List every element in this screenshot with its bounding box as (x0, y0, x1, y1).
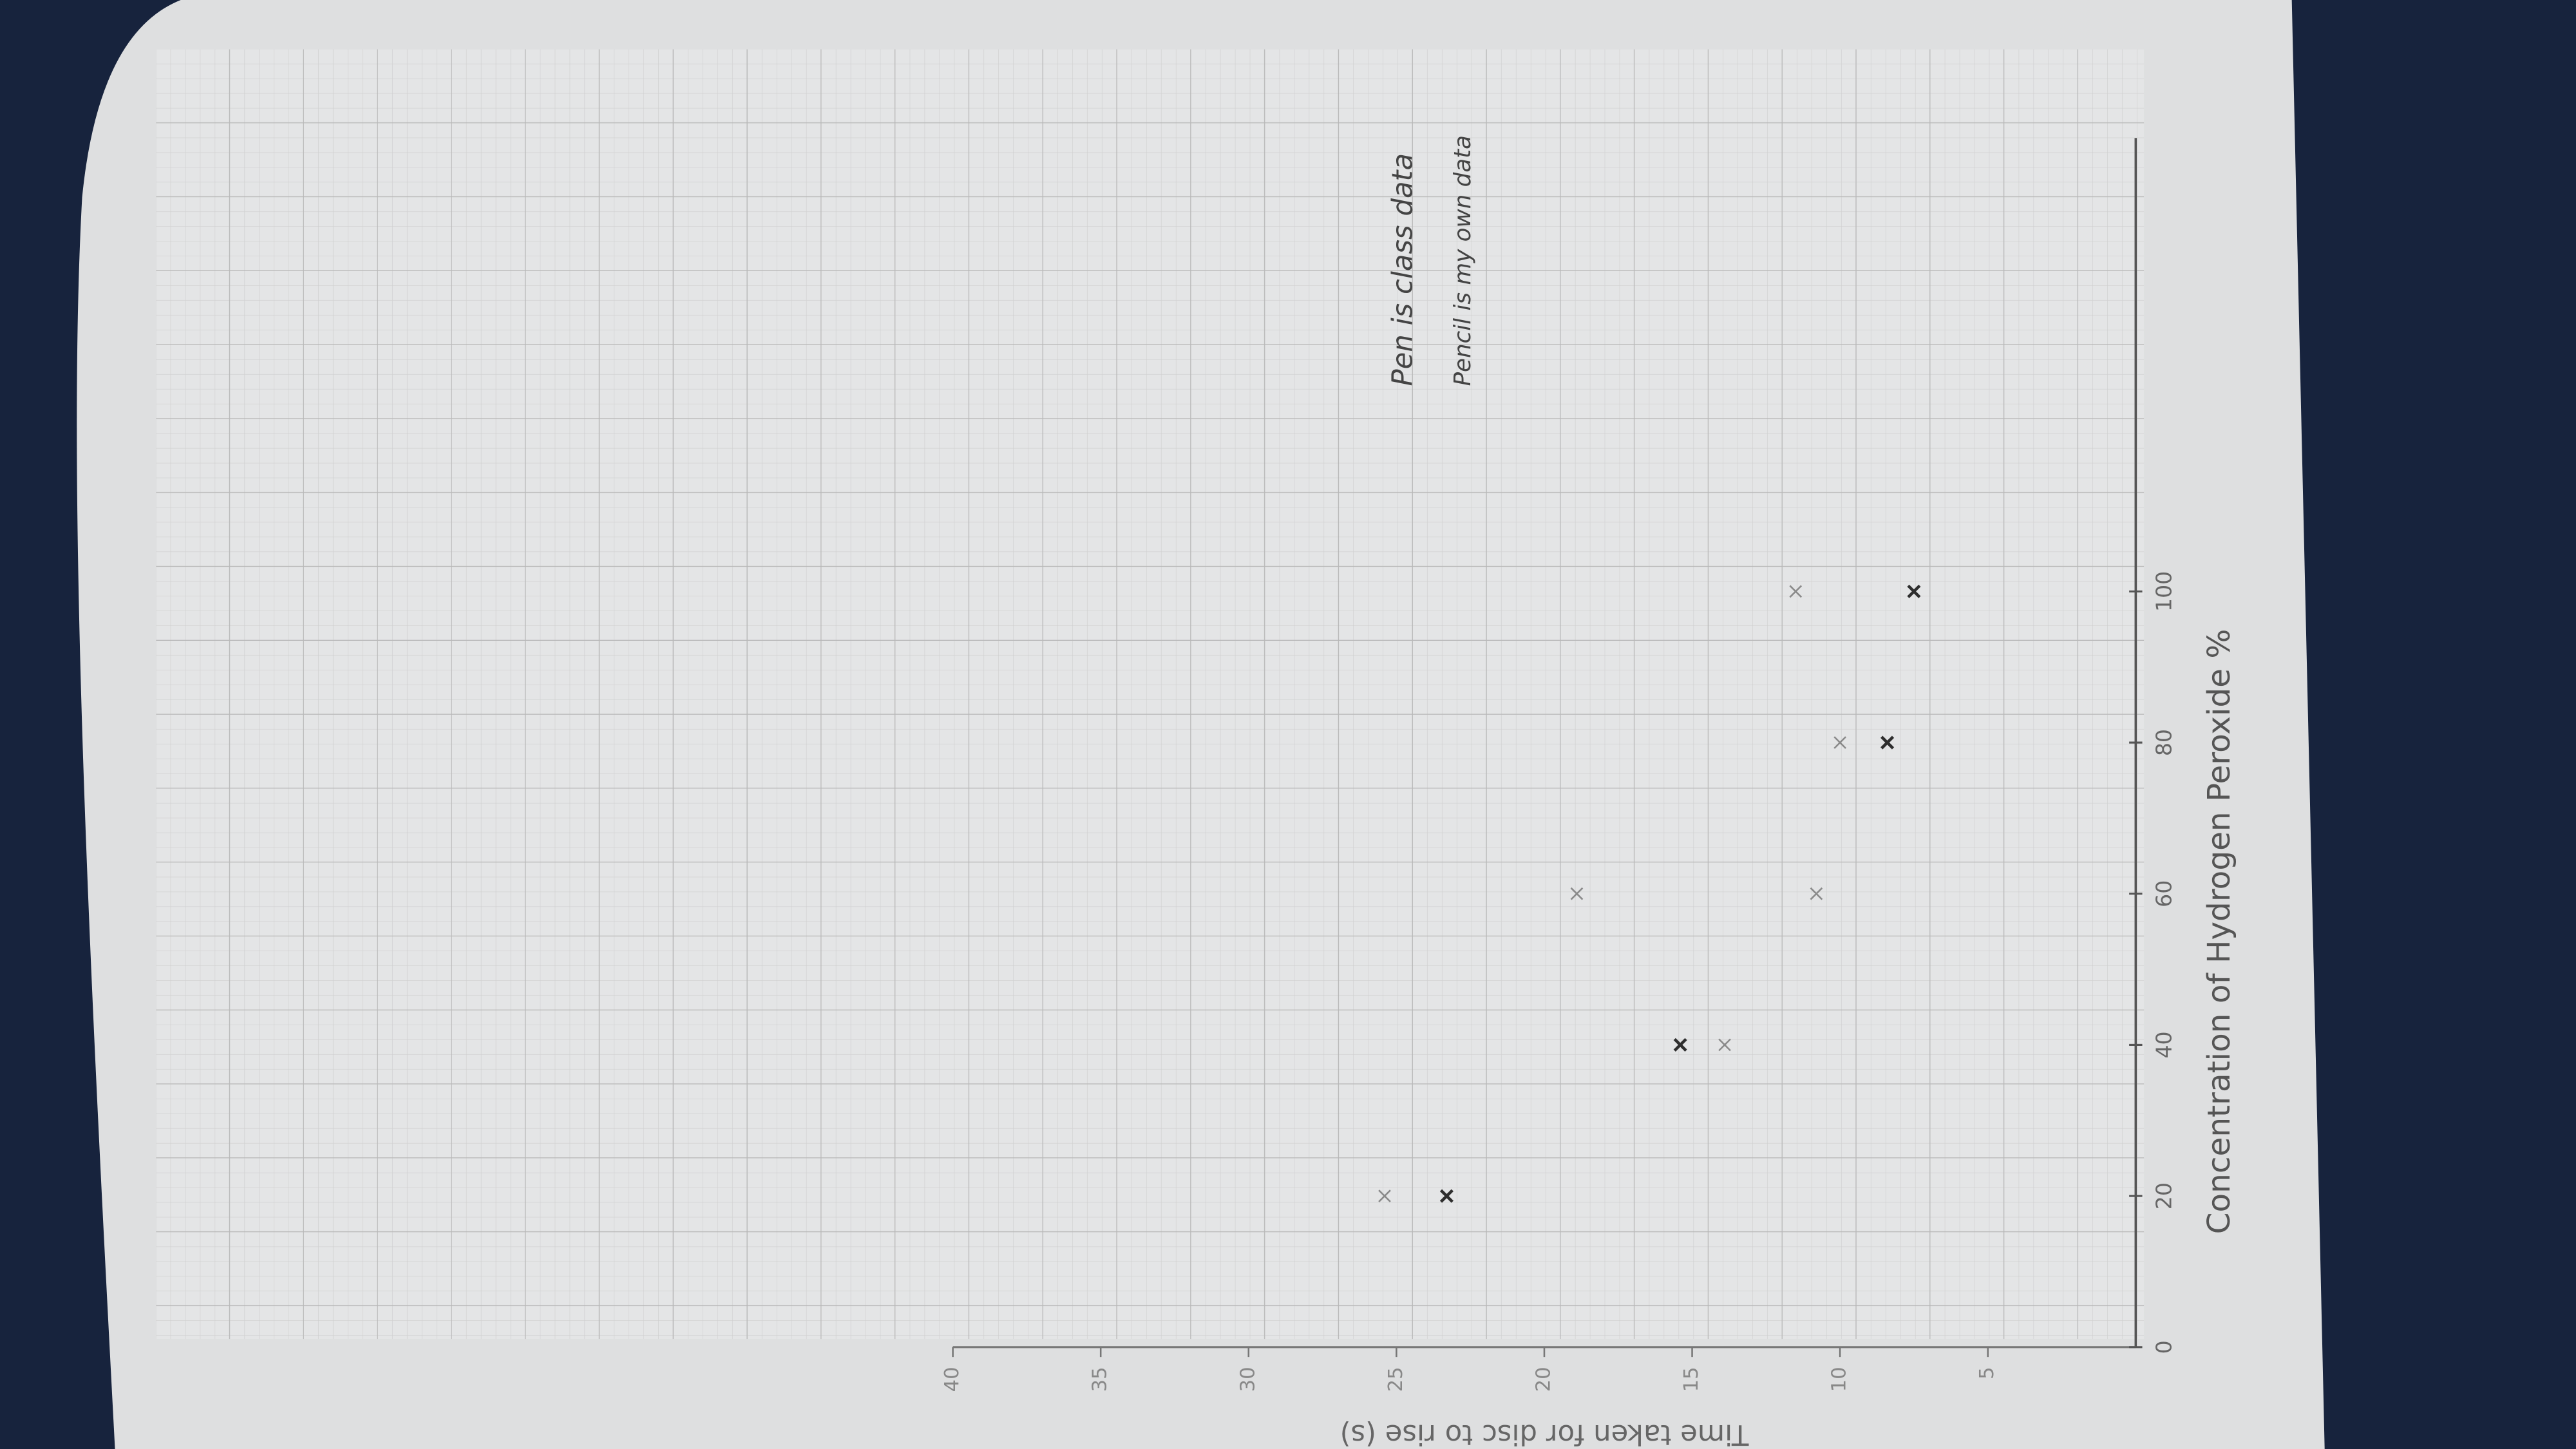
x-tick-label: 100 (2152, 571, 2177, 612)
y-tick-label: 30 (1236, 1367, 1259, 1392)
data-point (1880, 735, 1895, 750)
data-point (1718, 1038, 1731, 1052)
y-axis-label: Time taken for disc to rise (s) (1340, 1418, 1750, 1449)
data-point (1833, 736, 1846, 749)
y-tick-label: 15 (1680, 1367, 1703, 1392)
y-tick-label: 5 (1976, 1367, 1998, 1379)
graph-paper-coarse-grid (156, 49, 2145, 1340)
data-point (1673, 1037, 1687, 1052)
x-axis-label: Concentration of Hydrogen Peroxide % (2201, 629, 2237, 1235)
y-tick-label: 25 (1385, 1367, 1407, 1392)
y-tick-label: 35 (1089, 1367, 1112, 1392)
data-point (1570, 887, 1584, 900)
data-point (1439, 1189, 1454, 1203)
data-point (1789, 585, 1803, 598)
x-tick-label: 40 (2152, 1031, 2177, 1058)
data-point (1907, 584, 1921, 598)
y-tick-label: 40 (941, 1367, 963, 1392)
x-tick-label: 20 (2152, 1182, 2177, 1209)
plot: 0 20 40 60 80 100 5 10 15 20 25 30 35 40 Concentration… (941, 135, 2237, 1449)
x-tick-label: 60 (2152, 880, 2177, 907)
x-tick-label: 0 (2152, 1340, 2177, 1354)
annotation: Pen is class data (1387, 153, 1419, 386)
data-point (1378, 1189, 1391, 1202)
y-tick-label: 10 (1828, 1367, 1851, 1392)
x-tick-label: 80 (2152, 729, 2177, 756)
annotation: Pencil is my own data (1450, 135, 1476, 386)
data-point (1810, 887, 1823, 900)
y-tick-label: 20 (1532, 1367, 1555, 1392)
